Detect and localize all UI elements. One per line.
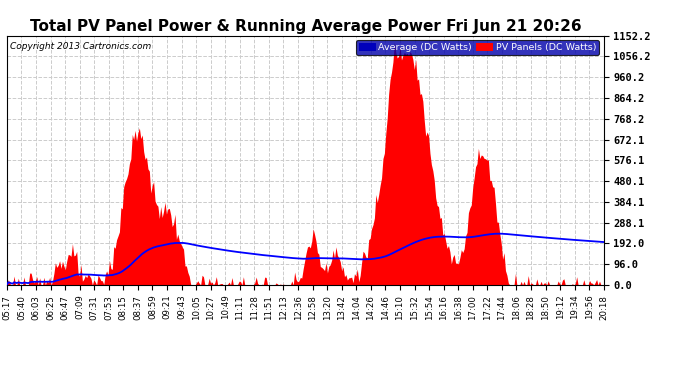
Legend: Average (DC Watts), PV Panels (DC Watts): Average (DC Watts), PV Panels (DC Watts) xyxy=(355,40,599,55)
Title: Total PV Panel Power & Running Average Power Fri Jun 21 20:26: Total PV Panel Power & Running Average P… xyxy=(30,20,581,34)
Text: Copyright 2013 Cartronics.com: Copyright 2013 Cartronics.com xyxy=(10,42,151,51)
